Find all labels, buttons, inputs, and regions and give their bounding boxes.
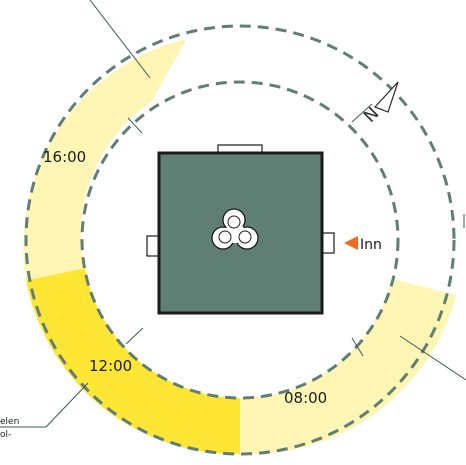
triangle-left-icon bbox=[344, 236, 358, 250]
side-tab-right bbox=[321, 232, 335, 254]
outer-dashed-ring bbox=[24, 24, 456, 456]
time-label-1600: 16:00 bbox=[43, 148, 86, 166]
sector-midday bbox=[26, 268, 240, 455]
entrance-label: Inn bbox=[360, 237, 382, 253]
leader-lines bbox=[0, 0, 466, 428]
leader-morning bbox=[399, 335, 466, 381]
time-label-0800: 08:00 bbox=[284, 389, 327, 407]
note-line-1: elen bbox=[0, 417, 19, 427]
leader-note bbox=[45, 382, 89, 428]
leader-afternoon bbox=[89, 0, 151, 79]
tick-morning bbox=[351, 337, 364, 357]
side-tab-left bbox=[146, 235, 160, 257]
trefoil-sculpture-icon bbox=[211, 208, 259, 250]
north-guide bbox=[351, 103, 373, 123]
tick-midday bbox=[125, 327, 144, 345]
compass-arrow-icon: N bbox=[360, 81, 399, 127]
time-label-1200: 12:00 bbox=[89, 357, 132, 375]
sector-morning bbox=[240, 278, 457, 455]
note-line-2: ol- bbox=[0, 430, 11, 440]
sun-sectors bbox=[23, 38, 457, 455]
sector-afternoon bbox=[23, 38, 187, 281]
tick-afternoon bbox=[127, 117, 143, 134]
inner-dashed-ring bbox=[80, 80, 400, 400]
